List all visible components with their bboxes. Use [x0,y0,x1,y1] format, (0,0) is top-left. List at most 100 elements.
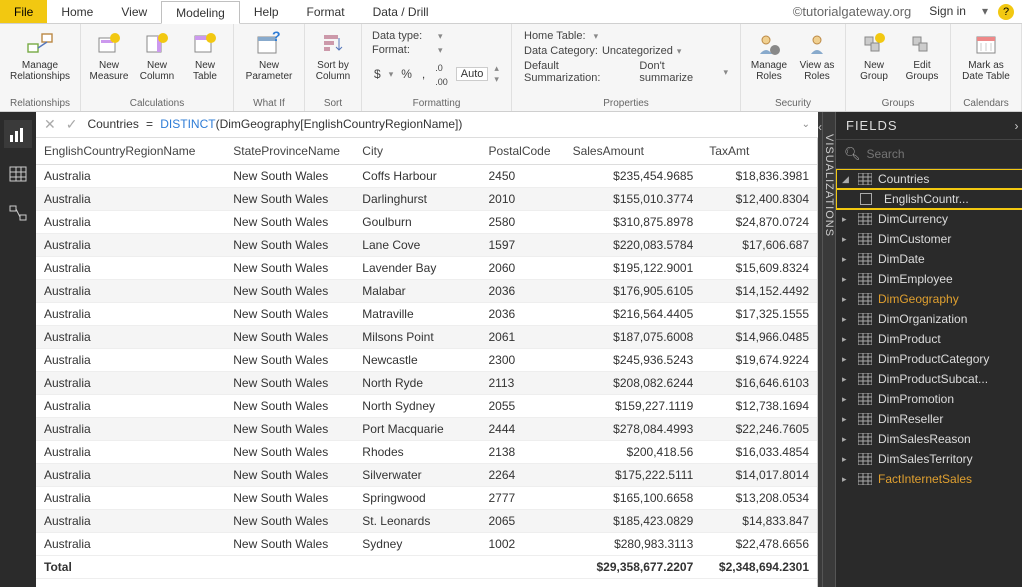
model-view-button[interactable] [4,200,32,228]
formula-cancel-icon[interactable]: ✕ [44,116,56,133]
field-table-dimproductsubcat[interactable]: ▸DimProductSubcat... [836,369,1022,389]
expand-fields-icon[interactable]: › [1015,119,1020,133]
expand-icon[interactable]: ▸ [842,334,852,345]
expand-icon[interactable]: ◢ [842,174,852,185]
file-menu[interactable]: File [0,0,47,23]
expand-icon[interactable]: ▸ [842,274,852,285]
column-header[interactable]: EnglishCountryRegionName [36,138,225,165]
expand-icon[interactable]: ▸ [842,214,852,225]
field-table-dimpromotion[interactable]: ▸DimPromotion [836,389,1022,409]
field-table-dimreseller[interactable]: ▸DimReseller [836,409,1022,429]
expand-icon[interactable]: ▸ [842,394,852,405]
menu-tab-view[interactable]: View [107,0,161,23]
field-table-factinternetsales[interactable]: ▸FactInternetSales [836,469,1022,489]
table-row[interactable]: AustraliaNew South WalesRhodes2138$200,4… [36,441,817,464]
datacategory-dropdown[interactable]: Data Category:Uncategorized▾ [524,45,728,57]
expand-icon[interactable]: ▸ [842,254,852,265]
field-table-dimcustomer[interactable]: ▸DimCustomer [836,229,1022,249]
field-column[interactable]: EnglishCountr... [836,189,1022,209]
expand-icon[interactable]: ▸ [842,354,852,365]
data-view-button[interactable] [4,160,32,188]
help-icon[interactable]: ? [998,4,1014,20]
table-row[interactable]: AustraliaNew South WalesSydney1002$280,9… [36,533,817,556]
table-row[interactable]: AustraliaNew South WalesMatraville2036$2… [36,303,817,326]
summarization-dropdown[interactable]: Default Summarization:Don't summarize▾ [524,60,728,84]
signin-link[interactable]: Sign in [919,0,976,23]
checkbox-icon[interactable] [860,193,872,205]
comma-button[interactable]: , [420,67,427,81]
column-header[interactable]: City [354,138,480,165]
manage-relationships-button[interactable]: ManageRelationships [6,26,74,82]
new-column-button[interactable]: NewColumn [135,26,179,82]
table-row[interactable]: AustraliaNew South WalesSilverwater2264$… [36,464,817,487]
expand-icon[interactable]: ▸ [842,234,852,245]
new-group-button[interactable]: NewGroup [852,26,896,82]
format-dropdown[interactable]: Format:▾ [372,44,501,56]
table-row[interactable]: AustraliaNew South WalesMalabar2036$176,… [36,280,817,303]
menu-tab-home[interactable]: Home [47,0,107,23]
table-row[interactable]: AustraliaNew South WalesSt. Leonards2065… [36,510,817,533]
formula-commit-icon[interactable]: ✓ [66,116,78,133]
edit-groups-button[interactable]: EditGroups [900,26,944,82]
field-table-dimsalesreason[interactable]: ▸DimSalesReason [836,429,1022,449]
signin-caret-icon[interactable]: ▾ [976,0,994,23]
view-as-roles-button[interactable]: View asRoles [795,26,839,82]
column-header[interactable]: StateProvinceName [225,138,354,165]
expand-icon[interactable]: ▸ [842,374,852,385]
decimal-places-input[interactable]: Auto [456,67,489,81]
expand-icon[interactable]: ▸ [842,454,852,465]
table-row[interactable]: AustraliaNew South WalesGoulburn2580$310… [36,211,817,234]
formula-expand-icon[interactable]: ⌄ [802,119,810,130]
manage-roles-button[interactable]: ManageRoles [747,26,791,82]
table-row[interactable]: AustraliaNew South WalesCoffs Harbour245… [36,165,817,188]
search-input[interactable] [867,147,1022,161]
field-table-dimproduct[interactable]: ▸DimProduct [836,329,1022,349]
field-table-dimsalesterritory[interactable]: ▸DimSalesTerritory [836,449,1022,469]
column-header[interactable]: SalesAmount [565,138,702,165]
new-measure-button[interactable]: NewMeasure [87,26,131,82]
stepper-icon[interactable]: ▴▾ [494,63,499,85]
formula-bar[interactable]: ✕ ✓ Countries = DISTINCT(DimGeography[En… [36,112,818,138]
currency-button[interactable]: $ [372,67,383,81]
visualizations-tab[interactable]: VISUALIZATIONS [822,112,835,587]
table-row[interactable]: AustraliaNew South WalesNorth Sydney2055… [36,395,817,418]
table-row[interactable]: AustraliaNew South WalesNewcastle2300$24… [36,349,817,372]
field-table-dimcurrency[interactable]: ▸DimCurrency [836,209,1022,229]
mark-date-table-button[interactable]: Mark asDate Table [957,26,1015,82]
expand-icon[interactable]: ▸ [842,314,852,325]
sort-by-column-button[interactable]: Sort byColumn [311,26,355,82]
table-row[interactable]: AustraliaNew South WalesLavender Bay2060… [36,257,817,280]
field-table-dimemployee[interactable]: ▸DimEmployee [836,269,1022,289]
fields-search[interactable]: 🔍︎ [836,140,1022,169]
table-row[interactable]: AustraliaNew South WalesMilsons Point206… [36,326,817,349]
table-cell: Australia [36,188,225,211]
menu-tab-data-drill[interactable]: Data / Drill [359,0,443,23]
table-row[interactable]: AustraliaNew South WalesNorth Ryde2113$2… [36,372,817,395]
table-row[interactable]: AustraliaNew South WalesPort Macquarie24… [36,418,817,441]
table-row[interactable]: AustraliaNew South WalesLane Cove1597$22… [36,234,817,257]
expand-icon[interactable]: ▸ [842,414,852,425]
column-header[interactable]: TaxAmt [701,138,817,165]
new-table-button[interactable]: NewTable [183,26,227,82]
expand-icon[interactable]: ▸ [842,294,852,305]
report-view-button[interactable] [4,120,32,148]
menu-tab-format[interactable]: Format [293,0,359,23]
expand-icon[interactable]: ▸ [842,474,852,485]
field-table-countries[interactable]: ◢Countries [836,169,1022,189]
field-table-dimorganization[interactable]: ▸DimOrganization [836,309,1022,329]
field-table-dimproductcategory[interactable]: ▸DimProductCategory [836,349,1022,369]
field-table-dimdate[interactable]: ▸DimDate [836,249,1022,269]
table-row[interactable]: AustraliaNew South WalesSpringwood2777$1… [36,487,817,510]
menu-tab-help[interactable]: Help [240,0,293,23]
menu-tab-modeling[interactable]: Modeling [161,1,240,24]
expand-icon[interactable]: ▸ [842,434,852,445]
formula-text[interactable]: Countries = DISTINCT(DimGeography[Englis… [87,117,791,132]
hometable-dropdown[interactable]: Home Table:▾ [524,30,728,42]
decimals-button[interactable]: .0.00 [433,60,450,88]
field-table-dimgeography[interactable]: ▸DimGeography [836,289,1022,309]
datatype-dropdown[interactable]: Data type:▾ [372,30,501,42]
column-header[interactable]: PostalCode [480,138,564,165]
table-row[interactable]: AustraliaNew South WalesDarlinghurst2010… [36,188,817,211]
percent-button[interactable]: % [399,67,414,81]
new-parameter-button[interactable]: ? NewParameter [240,26,298,82]
